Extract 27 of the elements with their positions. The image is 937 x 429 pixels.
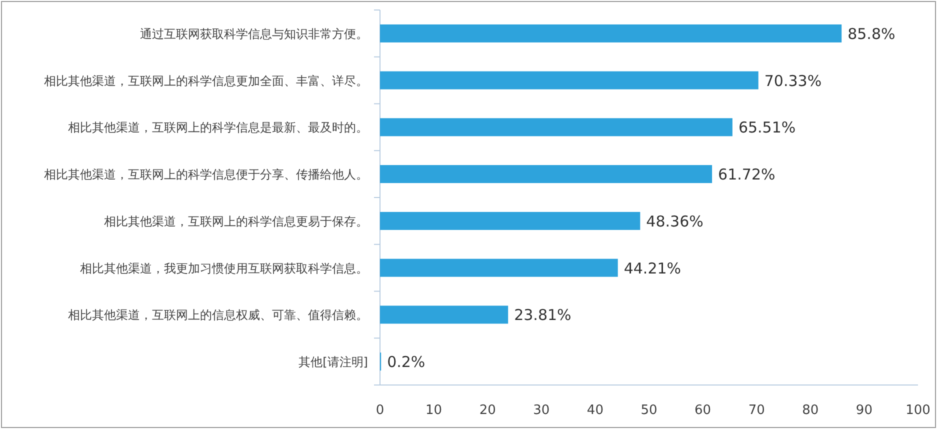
category-label: 相比其他渠道，互联网上的科学信息便于分享、传播给他人。 [44,168,368,182]
x-tick-label: 10 [426,403,442,418]
category-label: 通过互联网获取科学信息与知识非常方便。 [140,26,368,41]
x-tick-label: 20 [479,403,496,418]
x-tick-label: 50 [640,403,658,418]
value-label: 23.81% [514,306,572,324]
value-label: 61.72% [718,166,776,184]
x-tick-label: 100 [906,403,930,418]
x-tick-label: 90 [856,403,872,418]
value-label: 65.51% [738,118,796,137]
x-tick-label: 30 [533,403,550,418]
value-label: 70.33% [764,72,822,90]
value-label: 85.8% [848,24,896,43]
category-label: 相比其他渠道，互联网上的科学信息更易于保存。 [104,214,368,228]
x-tick-label: 70 [748,403,765,418]
category-label: 相比其他渠道，互联网上的信息权威、可靠、值得信赖。 [68,308,368,322]
value-label: 44.21% [624,259,682,278]
x-tick-label: 40 [586,403,604,418]
category-label: 相比其他渠道，互联网上的科学信息是最新、最及时的。 [68,120,368,135]
x-tick-label: 60 [694,403,712,418]
category-label: 其他[请注明] [298,355,368,370]
category-label: 相比其他渠道，我更加习惯使用互联网获取科学信息。 [80,261,368,276]
x-tick-label: 80 [802,403,819,418]
category-label: 相比其他渠道，互联网上的科学信息更加全面、丰富、详尽。 [44,74,368,88]
x-tick-label: 0 [376,403,384,418]
value-label: 48.36% [646,212,704,230]
value-label: 0.2% [387,353,426,372]
